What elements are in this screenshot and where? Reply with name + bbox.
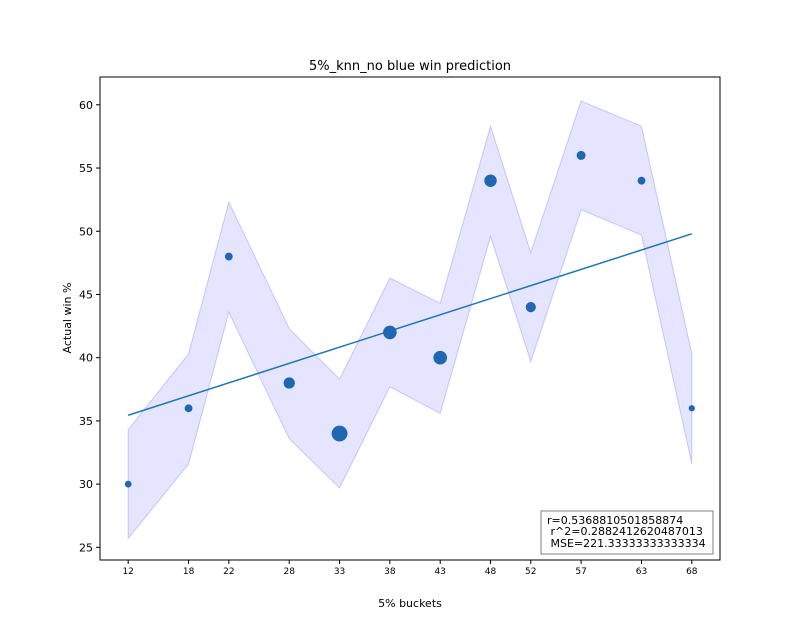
data-point <box>688 405 695 412</box>
data-point <box>331 425 348 442</box>
stats-box: r=0.5368810501858874 r^2=0.2882412620487… <box>540 510 714 555</box>
x-tick-label: 52 <box>525 567 536 577</box>
x-axis-ticks: 12 18 22 28 33 38 43 48 52 57 63 68 <box>122 560 698 577</box>
data-point <box>637 176 646 185</box>
fit-line-layer <box>127 233 693 416</box>
x-tick-label: 63 <box>636 567 647 577</box>
data-point <box>283 377 295 389</box>
x-tick-label: 33 <box>334 567 345 577</box>
y-tick-label: 50 <box>79 225 93 238</box>
y-tick-label: 40 <box>79 352 93 365</box>
y-tick-label: 25 <box>79 541 93 554</box>
y-tick-label: 35 <box>79 415 93 428</box>
x-tick-label: 22 <box>223 567 234 577</box>
x-tick-label: 38 <box>384 567 396 577</box>
x-tick-label: 18 <box>183 567 195 577</box>
x-tick-label: 43 <box>434 567 445 577</box>
stats-r-squared: r^2=0.2882412620487013 <box>547 525 703 538</box>
y-tick-label: 45 <box>79 288 93 301</box>
data-point <box>184 404 193 413</box>
x-axis-label: 5% buckets <box>378 597 442 610</box>
data-point <box>433 350 447 365</box>
y-axis-ticks: 25 30 35 40 45 50 55 60 <box>79 99 100 554</box>
y-tick-label: 30 <box>79 478 93 491</box>
regression-line <box>127 233 693 416</box>
x-tick-label: 28 <box>283 567 295 577</box>
x-tick-label: 68 <box>686 567 698 577</box>
data-point <box>576 150 586 160</box>
plot-frame <box>99 76 721 561</box>
confidence-band <box>127 100 693 540</box>
stats-box-frame <box>540 510 714 555</box>
stats-mse: MSE=221.33333333333334 <box>547 537 706 550</box>
chart-title: 5%_knn_no blue win prediction <box>309 59 511 74</box>
y-tick-label: 55 <box>79 162 93 175</box>
data-point <box>124 480 132 488</box>
data-point <box>525 302 536 313</box>
y-axis-label: Actual win % <box>61 283 74 354</box>
stats-r: r=0.5368810501858874 <box>547 514 683 527</box>
data-point <box>484 174 497 187</box>
data-point <box>383 325 397 340</box>
data-point <box>224 252 233 261</box>
y-tick-label: 60 <box>79 99 93 112</box>
x-tick-label: 48 <box>485 567 497 577</box>
data-points-layer <box>124 150 695 488</box>
confidence-band-layer <box>127 100 693 540</box>
x-tick-label: 57 <box>575 567 586 577</box>
x-tick-label: 12 <box>122 567 133 577</box>
